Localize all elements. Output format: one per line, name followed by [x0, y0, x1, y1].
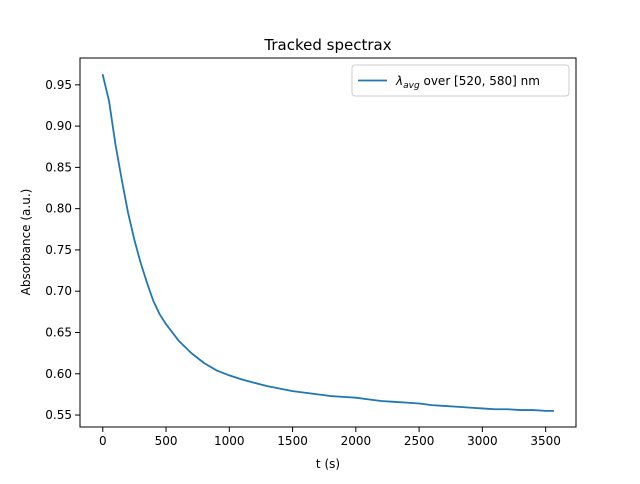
x-tick-label: 2000: [341, 434, 372, 448]
y-tick-label: 0.95: [45, 78, 72, 92]
y-axis-ticks: 0.55 0.60 0.65 0.70 0.75 0.80 0.85 0.90 0.95: [45, 78, 80, 422]
y-tick-label: 0.80: [45, 202, 72, 216]
legend-label-text: over [520, 580] nm: [420, 74, 540, 88]
x-axis-label: t (s): [316, 457, 340, 471]
x-tick-label: 1000: [214, 434, 245, 448]
x-tick-label: 1500: [277, 434, 308, 448]
legend: λavg over [520, 580] nm: [351, 64, 570, 97]
legend-label: λavg over [520, 580] nm: [395, 74, 540, 91]
y-tick-label: 0.70: [45, 284, 72, 298]
y-tick-label: 0.60: [45, 367, 72, 381]
y-tick-label: 0.75: [45, 243, 72, 257]
plot-area: [80, 58, 576, 427]
y-axis-label: Absorbance (a.u.): [19, 189, 33, 296]
series-line: [101, 74, 555, 412]
y-tick-label: 0.65: [45, 325, 72, 339]
x-axis-ticks: 0 500 1000 1500 2000 2500 3000 3500: [99, 427, 561, 448]
x-tick-label: 2500: [404, 434, 435, 448]
legend-label-subscript: avg: [403, 81, 420, 91]
x-tick-label: 0: [99, 434, 107, 448]
y-tick-label: 0.55: [45, 408, 72, 422]
y-tick-label: 0.85: [45, 160, 72, 174]
x-tick-label: 500: [155, 434, 178, 448]
legend-label-symbol: λ: [395, 74, 403, 88]
y-tick-label: 0.90: [45, 119, 72, 133]
x-tick-label: 3000: [467, 434, 498, 448]
plot-frame: [79, 57, 577, 428]
legend-box: [351, 64, 570, 97]
x-tick-label: 3500: [530, 434, 561, 448]
chart-title: Tracked spectrax: [263, 36, 391, 54]
